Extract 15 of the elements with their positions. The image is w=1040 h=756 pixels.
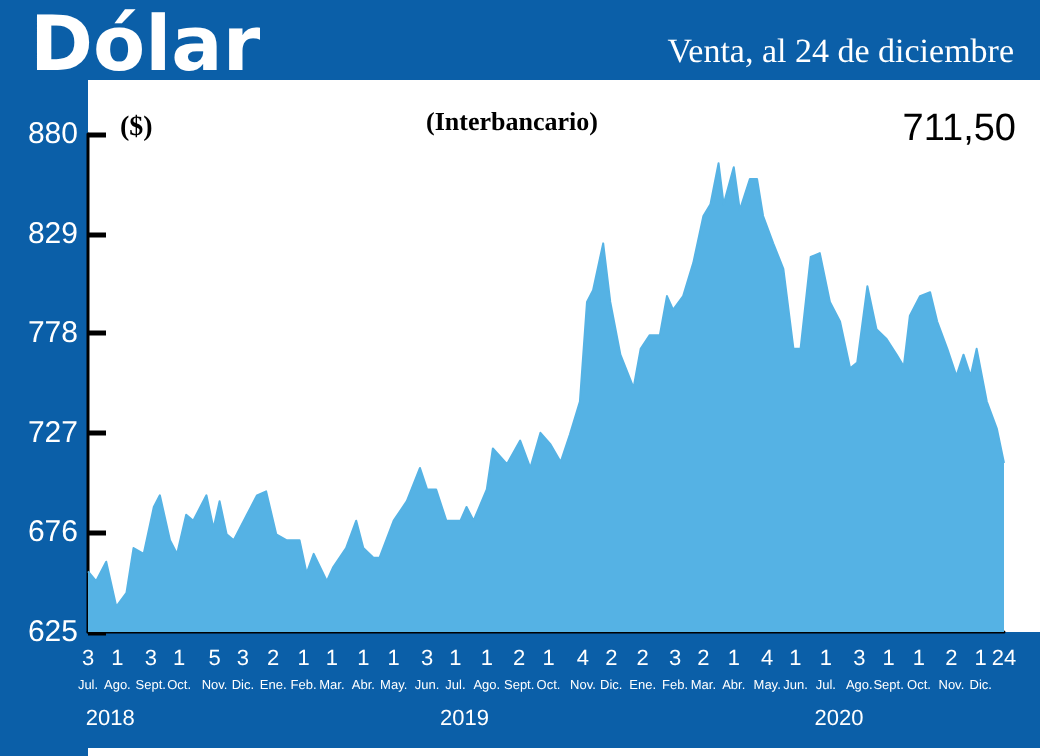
annotation: (Interbancario) — [426, 106, 598, 136]
y-tick-label: 676 — [27, 515, 78, 550]
y-tick-label: 829 — [27, 216, 78, 251]
y-tick-label: 880 — [27, 117, 78, 151]
x2-tick-label: 2020 — [814, 707, 864, 731]
y-tick-label: 778 — [27, 316, 78, 351]
chart-title: Dólar — [30, 0, 261, 88]
y-tick-label: 727 — [27, 415, 78, 450]
x-tick-label: 24 — [991, 647, 1017, 671]
x2-tick-label: 2019 — [440, 707, 490, 731]
chart-subtitle: Venta, al 24 de diciembre — [667, 32, 1015, 70]
y-tick-label: 625 — [27, 615, 78, 649]
annotation: 711,50 — [902, 108, 1016, 150]
x2-tick-label: 2018 — [85, 707, 135, 731]
y-axis-title: ($) — [120, 113, 154, 143]
